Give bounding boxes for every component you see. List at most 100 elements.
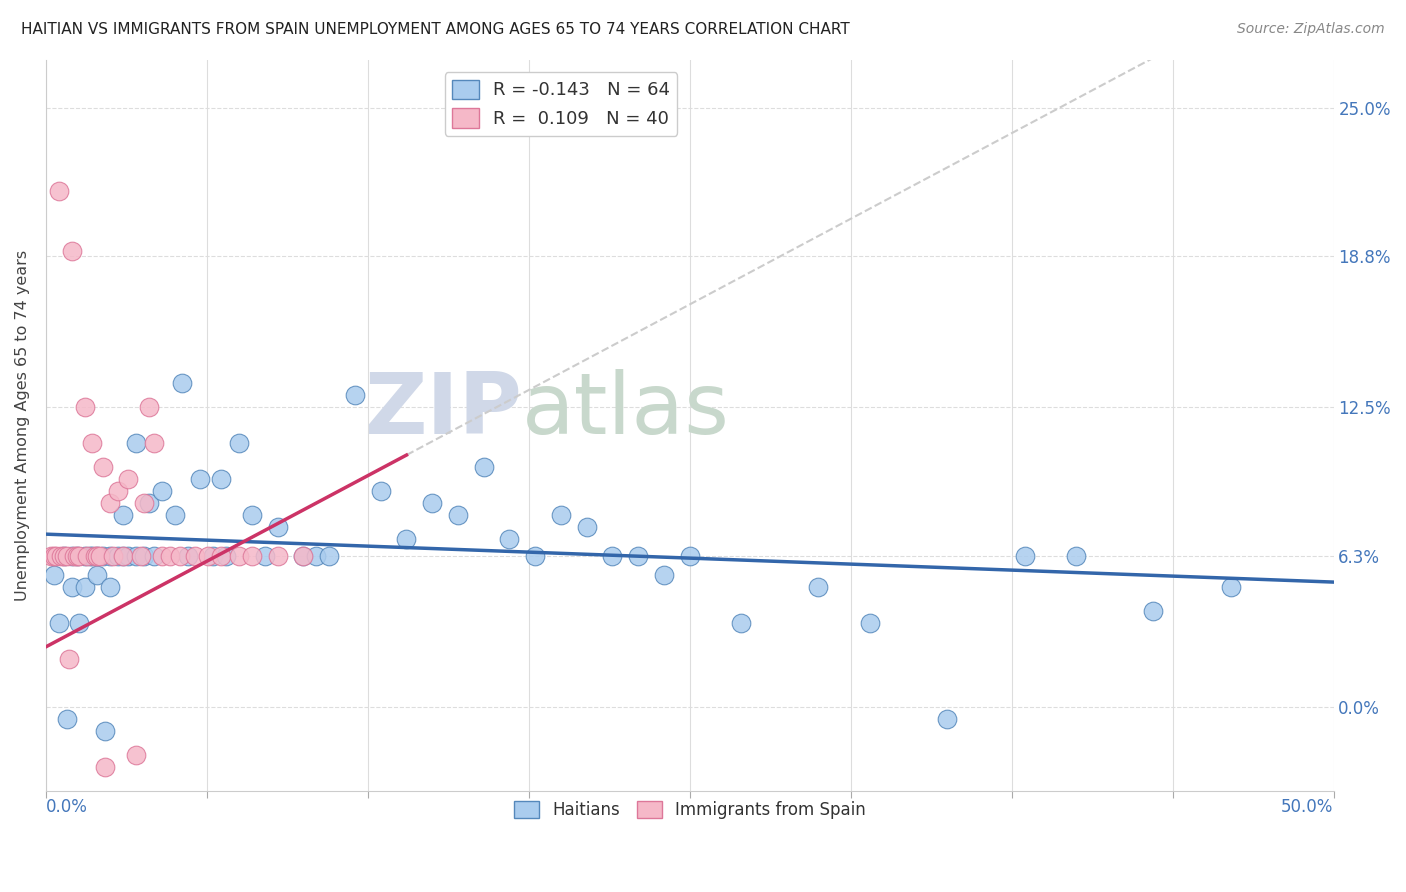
Point: [209, 472, 232, 486]
Point: [575, 520, 598, 534]
Point: [51, 549, 73, 563]
Point: [524, 549, 547, 563]
Point: [60, 244, 83, 259]
Point: [42, 568, 65, 582]
Point: [48, 615, 70, 630]
Point: [472, 460, 495, 475]
Point: [1064, 549, 1087, 563]
Y-axis label: Unemployment Among Ages 65 to 74 years: Unemployment Among Ages 65 to 74 years: [15, 250, 30, 600]
Point: [143, 436, 166, 450]
Point: [39, 549, 62, 563]
Point: [602, 549, 624, 563]
Point: [125, 436, 148, 450]
Point: [55, 712, 77, 726]
Point: [79, 549, 101, 563]
Point: [112, 508, 135, 522]
Point: [859, 615, 882, 630]
Text: Source: ZipAtlas.com: Source: ZipAtlas.com: [1237, 22, 1385, 37]
Point: [159, 549, 181, 563]
Point: [936, 712, 959, 726]
Point: [202, 549, 225, 563]
Point: [679, 549, 702, 563]
Point: [73, 549, 96, 563]
Point: [343, 388, 366, 402]
Point: [253, 549, 276, 563]
Text: ZIP: ZIP: [364, 369, 523, 452]
Point: [1219, 580, 1241, 594]
Text: atlas: atlas: [523, 369, 730, 452]
Point: [228, 549, 250, 563]
Point: [63, 549, 86, 563]
Point: [132, 496, 155, 510]
Point: [101, 549, 124, 563]
Point: [86, 549, 108, 563]
Point: [98, 580, 121, 594]
Point: [150, 549, 173, 563]
Point: [98, 496, 121, 510]
Point: [550, 508, 572, 522]
Point: [138, 400, 160, 414]
Text: 50.0%: 50.0%: [1281, 797, 1333, 816]
Point: [176, 549, 198, 563]
Point: [143, 549, 166, 563]
Point: [69, 549, 91, 563]
Point: [172, 376, 194, 391]
Text: HAITIAN VS IMMIGRANTS FROM SPAIN UNEMPLOYMENT AMONG AGES 65 TO 74 YEARS CORRELAT: HAITIAN VS IMMIGRANTS FROM SPAIN UNEMPLO…: [21, 22, 849, 37]
Point: [292, 549, 315, 563]
Point: [627, 549, 650, 563]
Point: [117, 549, 139, 563]
Point: [107, 549, 129, 563]
Point: [58, 652, 80, 666]
Point: [1014, 549, 1036, 563]
Point: [215, 549, 238, 563]
Point: [1142, 604, 1164, 618]
Point: [60, 580, 83, 594]
Point: [53, 549, 76, 563]
Text: 0.0%: 0.0%: [46, 797, 87, 816]
Point: [169, 549, 191, 563]
Point: [125, 549, 148, 563]
Point: [42, 549, 65, 563]
Point: [86, 549, 108, 563]
Point: [420, 496, 443, 510]
Point: [86, 568, 108, 582]
Point: [197, 549, 219, 563]
Point: [60, 549, 83, 563]
Point: [98, 549, 121, 563]
Point: [112, 549, 135, 563]
Point: [45, 549, 67, 563]
Point: [125, 747, 148, 762]
Point: [209, 549, 232, 563]
Point: [447, 508, 470, 522]
Point: [112, 549, 135, 563]
Point: [163, 508, 186, 522]
Point: [55, 549, 77, 563]
Point: [129, 549, 152, 563]
Point: [89, 549, 111, 563]
Point: [66, 549, 89, 563]
Point: [48, 185, 70, 199]
Point: [83, 549, 105, 563]
Point: [730, 615, 752, 630]
Point: [267, 520, 290, 534]
Point: [370, 483, 392, 498]
Point: [498, 532, 520, 546]
Point: [138, 496, 160, 510]
Point: [117, 472, 139, 486]
Point: [73, 400, 96, 414]
Legend: Haitians, Immigrants from Spain: Haitians, Immigrants from Spain: [508, 795, 872, 826]
Point: [76, 549, 98, 563]
Point: [150, 483, 173, 498]
Point: [66, 549, 89, 563]
Point: [53, 549, 76, 563]
Point: [240, 508, 263, 522]
Point: [305, 549, 328, 563]
Point: [82, 436, 104, 450]
Point: [240, 549, 263, 563]
Point: [94, 723, 117, 738]
Point: [292, 549, 315, 563]
Point: [82, 549, 104, 563]
Point: [91, 460, 114, 475]
Point: [228, 436, 250, 450]
Point: [267, 549, 290, 563]
